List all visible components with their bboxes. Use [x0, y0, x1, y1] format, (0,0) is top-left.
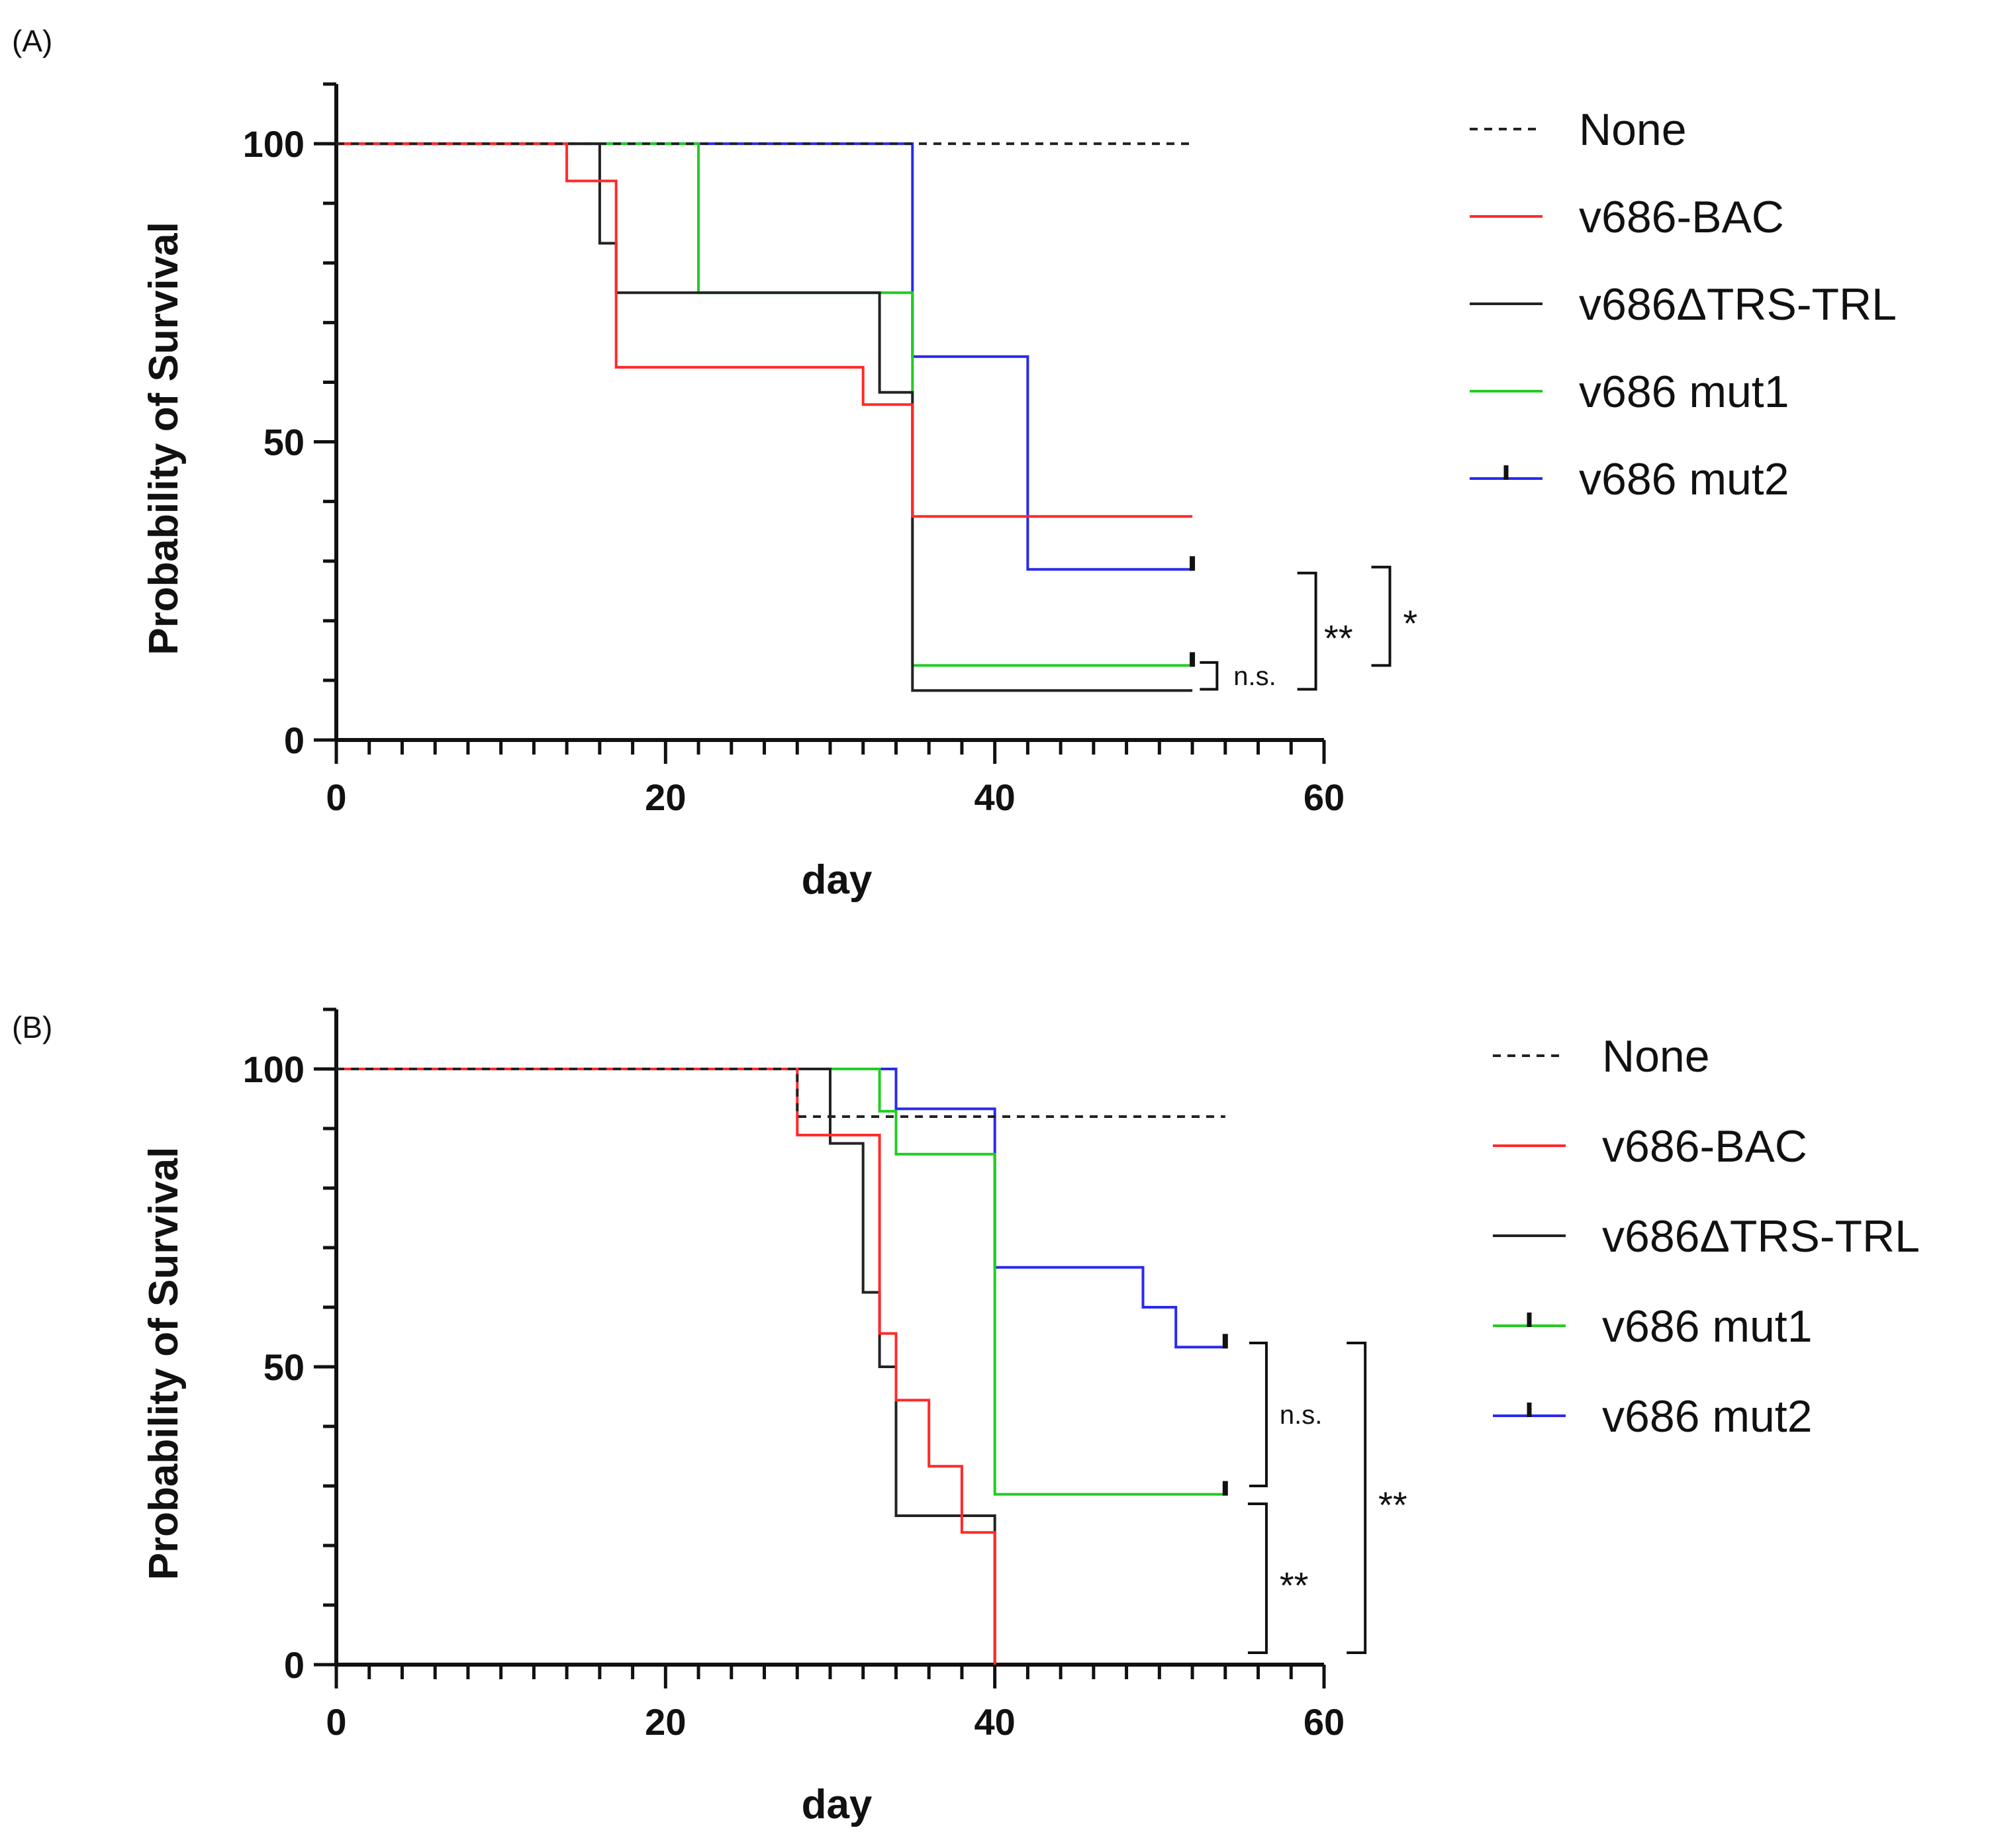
- x-tick-label: 0: [326, 1701, 346, 1743]
- panel-b: (B) 0 50 100 0 20 40 60 day Probability of Surviv…: [12, 1007, 1920, 1827]
- x-tick-label: 60: [1304, 1701, 1345, 1743]
- y-tick-label: 0: [284, 719, 305, 761]
- series-line-v686-bac: [336, 142, 1193, 518]
- significance-bracket: [1297, 571, 1317, 691]
- x-tick-label: 40: [974, 1701, 1016, 1743]
- y-tick-label: 0: [284, 1644, 305, 1686]
- legend-label: v686ΔTRS-TRL: [1579, 279, 1897, 330]
- legend-label: v686-BAC: [1602, 1121, 1807, 1172]
- x-axis-label: day: [802, 857, 873, 903]
- significance-bracket: [1371, 565, 1392, 667]
- legend-label: None: [1602, 1031, 1710, 1082]
- panel-label: (A): [12, 24, 52, 58]
- legend-label: v686 mut2: [1579, 454, 1789, 504]
- significance-label: n.s.: [1280, 1401, 1322, 1430]
- significance-label: **: [1378, 1484, 1407, 1526]
- panel-label: (B): [12, 1010, 52, 1044]
- series-line-none: [336, 1068, 1225, 1118]
- y-tick-label: 100: [243, 1048, 305, 1090]
- series-line-v686-mut2: [336, 142, 1193, 571]
- y-tick-label: 50: [263, 422, 305, 463]
- y-tick-label: 100: [243, 123, 305, 165]
- significance-label: **: [1324, 618, 1353, 659]
- y-axis-label: Probability of Survival: [141, 222, 187, 655]
- panel-a: (A) 0 50 100 0 20 40 60 day Probability of Surviv…: [12, 24, 1897, 903]
- x-tick-label: 60: [1304, 776, 1345, 818]
- y-tick-label: 50: [263, 1346, 305, 1388]
- x-axis-label: day: [802, 1782, 873, 1827]
- legend-label: v686 mut2: [1602, 1391, 1813, 1442]
- legend-label: v686-BAC: [1579, 192, 1784, 242]
- series-line-v686-mut1: [336, 1068, 1225, 1496]
- legend-label: v686 mut1: [1602, 1301, 1813, 1352]
- significance-label: n.s.: [1233, 662, 1276, 691]
- x-tick-label: 20: [645, 776, 686, 818]
- x-tick-label: 40: [974, 776, 1016, 818]
- significance-label: *: [1403, 602, 1417, 644]
- x-tick-label: 0: [326, 776, 346, 818]
- series-line-v686-trs-trl: [336, 142, 1193, 692]
- legend-label: v686 mut1: [1579, 367, 1789, 417]
- series-line-v686-mut2: [336, 1068, 1225, 1349]
- significance-label: **: [1280, 1565, 1309, 1606]
- series-line-v686-bac: [336, 1068, 996, 1665]
- x-tick-label: 20: [645, 1701, 686, 1743]
- significance-bracket: [1249, 1342, 1268, 1487]
- legend-label: None: [1579, 105, 1687, 155]
- y-axis-label: Probability of Survival: [141, 1147, 187, 1581]
- legend-label: v686ΔTRS-TRL: [1602, 1211, 1920, 1262]
- significance-bracket: [1247, 1502, 1268, 1654]
- significance-bracket: [1347, 1342, 1367, 1654]
- significance-bracket: [1200, 661, 1219, 691]
